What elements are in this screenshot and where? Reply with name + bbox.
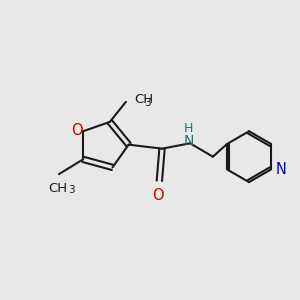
Text: N: N	[276, 162, 287, 177]
Text: 3: 3	[145, 98, 151, 108]
Text: CH: CH	[48, 182, 67, 195]
Text: 3: 3	[68, 185, 74, 195]
Text: O: O	[71, 123, 83, 138]
Text: N: N	[184, 134, 194, 148]
Text: O: O	[152, 188, 164, 203]
Text: H: H	[184, 122, 194, 135]
Text: CH: CH	[134, 93, 154, 106]
